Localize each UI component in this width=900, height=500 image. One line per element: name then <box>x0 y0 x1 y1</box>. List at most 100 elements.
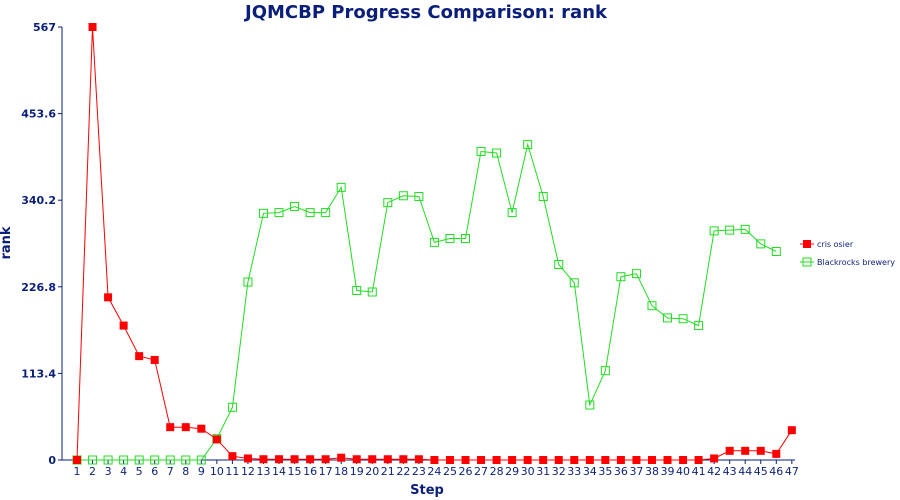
data-point <box>570 456 579 464</box>
data-point <box>538 192 548 202</box>
data-point <box>212 435 221 444</box>
data-point <box>569 278 579 288</box>
x-tick-label: 35 <box>598 465 612 478</box>
data-point <box>352 455 361 464</box>
data-point <box>554 456 563 464</box>
data-point <box>150 355 159 364</box>
x-tick-label: 31 <box>536 465 550 478</box>
data-point <box>103 455 113 465</box>
x-tick-label: 14 <box>272 465 286 478</box>
y-ticks: 0 113.4 226.8 340.2 453.6 567 <box>21 21 62 467</box>
data-point <box>554 260 564 270</box>
data-point <box>104 293 113 302</box>
data-point <box>197 424 206 433</box>
data-point <box>772 449 781 458</box>
x-tick-label: 8 <box>182 465 189 478</box>
legend-swatch-marker <box>802 257 812 267</box>
data-point <box>150 455 160 465</box>
data-point <box>709 226 719 236</box>
data-point <box>414 455 423 464</box>
x-tick-label: 19 <box>350 465 364 478</box>
data-point <box>600 366 610 376</box>
legend-swatch-marker <box>803 240 811 248</box>
data-point <box>678 314 688 324</box>
data-point <box>383 455 392 464</box>
x-axis-label: Step <box>410 483 444 498</box>
x-tick-label: 30 <box>521 465 535 478</box>
data-point <box>616 456 625 464</box>
data-point <box>679 456 688 464</box>
data-point <box>88 23 97 31</box>
data-point <box>616 272 626 282</box>
x-tick-label: 28 <box>490 465 504 478</box>
data-point <box>367 287 377 297</box>
data-point <box>243 277 253 287</box>
x-tick-label: 1 <box>74 465 81 478</box>
series-line <box>77 142 777 461</box>
data-point <box>461 456 470 464</box>
data-point <box>414 192 424 202</box>
x-tick-label: 38 <box>645 465 659 478</box>
x-tick-label: 29 <box>505 465 519 478</box>
data-point <box>306 455 315 464</box>
data-point <box>430 456 439 464</box>
x-ticks: 1 2 3 4 5 6 7 8 9 10 11 12 13 14 15 16 17 18 19 20 21 22 23 24 2… <box>74 460 799 478</box>
data-point <box>445 234 455 244</box>
data-point <box>119 321 128 330</box>
data-point <box>258 208 268 218</box>
x-tick-label: 47 <box>785 465 799 478</box>
data-point <box>476 146 486 156</box>
data-point <box>399 455 408 464</box>
y-tick-label: 0 <box>48 454 56 467</box>
data-point <box>321 455 330 464</box>
data-point <box>601 456 610 464</box>
data-point <box>787 426 796 435</box>
legend-item: Blackrocks brewery <box>800 257 895 267</box>
data-point <box>321 208 331 218</box>
data-point <box>383 198 393 208</box>
data-point <box>259 455 268 464</box>
series-blackrocks-brewery <box>72 140 781 465</box>
data-point <box>585 400 595 410</box>
x-tick-label: 15 <box>288 465 302 478</box>
x-tick-label: 20 <box>365 465 379 478</box>
data-point <box>135 352 144 361</box>
data-point <box>507 208 517 218</box>
data-point <box>337 453 346 462</box>
x-tick-label: 33 <box>567 465 581 478</box>
x-tick-label: 11 <box>225 465 239 478</box>
data-point <box>585 456 594 464</box>
data-point <box>523 456 532 464</box>
data-point <box>710 454 719 463</box>
x-tick-label: 2 <box>89 465 96 478</box>
data-point <box>73 456 81 464</box>
x-tick-label: 39 <box>661 465 675 478</box>
x-tick-label: 5 <box>136 465 143 478</box>
y-tick-label: 226.8 <box>21 281 56 294</box>
x-tick-label: 40 <box>676 465 690 478</box>
y-tick-label: 113.4 <box>21 367 56 380</box>
data-point <box>663 456 672 464</box>
x-tick-label: 22 <box>396 465 410 478</box>
x-tick-label: 25 <box>443 465 457 478</box>
x-tick-label: 12 <box>241 465 255 478</box>
data-point <box>632 456 641 464</box>
data-point <box>647 456 656 464</box>
x-tick-label: 6 <box>151 465 158 478</box>
data-point <box>165 455 175 465</box>
data-point <box>461 234 470 244</box>
data-point <box>305 208 315 218</box>
x-tick-label: 9 <box>198 465 205 478</box>
x-tick-label: 17 <box>319 465 333 478</box>
data-point <box>166 423 175 432</box>
data-point <box>119 455 129 465</box>
data-point <box>274 208 284 218</box>
data-point <box>134 455 144 465</box>
legend: cris osier Blackrocks brewery <box>800 240 895 267</box>
data-point <box>336 182 346 192</box>
x-tick-label: 16 <box>303 465 317 478</box>
data-point <box>631 269 641 279</box>
y-tick-label: 453.6 <box>21 108 56 121</box>
data-point <box>445 456 454 464</box>
x-tick-label: 43 <box>723 465 737 478</box>
